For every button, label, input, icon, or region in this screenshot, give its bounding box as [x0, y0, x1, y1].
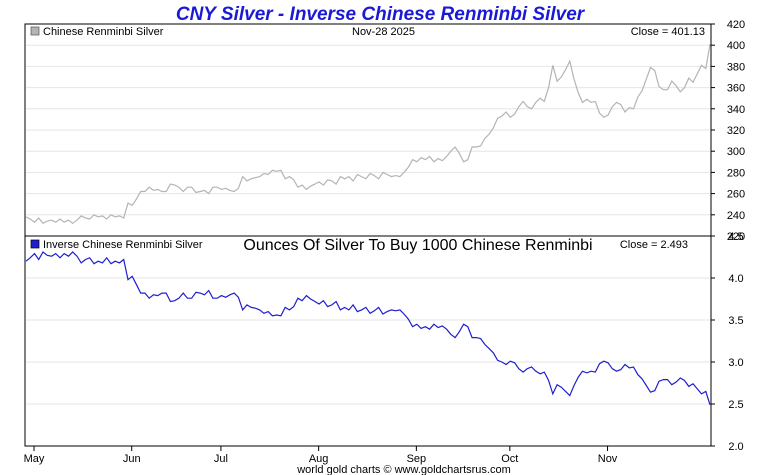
top-ytick-label: 240	[727, 210, 745, 222]
top-ytick-label: 420	[727, 19, 745, 31]
top-ytick-label: 380	[727, 61, 745, 73]
bottom-close-label: Close = 2.493	[620, 239, 688, 251]
top-ytick-label: 360	[727, 83, 745, 95]
x-tick-label: May	[24, 453, 45, 465]
bottom-ytick-label: 2.0	[728, 441, 743, 453]
top-ytick-label: 260	[727, 189, 745, 201]
bottom-panel-frame	[24, 235, 712, 447]
x-tick-label: Sep	[407, 453, 427, 465]
top-ytick-label: 400	[727, 40, 745, 52]
top-ytick-label: 220	[727, 231, 745, 243]
top-ytick-label: 320	[727, 125, 745, 137]
bottom-ytick-label: 4.0	[728, 273, 743, 285]
top-ytick-label: 280	[727, 167, 745, 179]
top-series-line	[25, 43, 711, 225]
top-close-label: Close = 401.13	[631, 26, 705, 38]
top-panel-y-axis: 420 400 380 360 340 320 300 280 260 240 220	[711, 19, 745, 243]
bottom-panel-grid	[26, 277, 710, 405]
top-ytick-label: 300	[727, 146, 745, 158]
top-legend-label: Chinese Renminbi Silver	[43, 26, 164, 38]
top-panel-grid	[26, 44, 710, 216]
bottom-ytick-label: 3.0	[728, 357, 743, 369]
top-date-label: Nov-28 2025	[352, 26, 415, 38]
bottom-legend-swatch	[30, 239, 40, 249]
x-tick-label: Jul	[214, 453, 228, 465]
chart-title: CNY Silver - Inverse Chinese Renminbi Si…	[176, 4, 586, 25]
footer-credit: world gold charts © www.goldchartsrus.co…	[296, 464, 511, 475]
bottom-series-line	[25, 251, 711, 405]
x-tick-label: Aug	[309, 453, 329, 465]
x-tick-label: Nov	[598, 453, 618, 465]
bottom-ytick-label: 3.5	[728, 315, 743, 327]
x-tick-label: Jun	[123, 453, 141, 465]
x-axis: May Jun Jul Aug Sep Oct Nov	[24, 446, 618, 465]
bottom-subtitle: Ounces Of Silver To Buy 1000 Chinese Ren…	[243, 237, 592, 254]
top-ytick-label: 340	[727, 104, 745, 116]
bottom-ytick-label: 2.5	[728, 399, 743, 411]
bottom-legend-label: Inverse Chinese Renminbi Silver	[43, 239, 203, 251]
x-tick-label: Oct	[501, 453, 518, 465]
bottom-ytick-label: 4.5	[728, 231, 743, 243]
bottom-panel-y-axis: 4.5 4.0 3.5 3.0 2.5 2.0	[711, 231, 744, 453]
top-legend-swatch	[30, 26, 40, 36]
